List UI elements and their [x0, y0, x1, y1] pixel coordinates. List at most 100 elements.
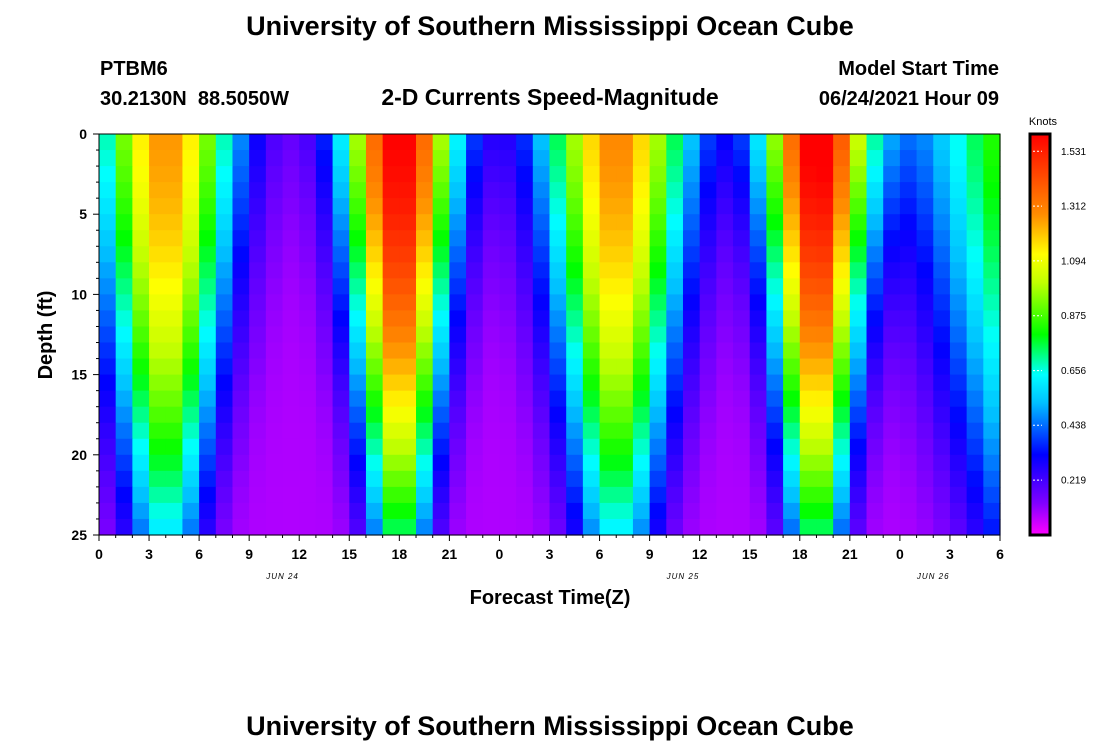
heatmap-cell — [365, 310, 384, 328]
heatmap-cell — [115, 406, 133, 424]
heatmap-cell — [849, 518, 868, 536]
heatmap-cell — [382, 358, 400, 376]
heatmap-cell — [766, 470, 784, 488]
heatmap-cell — [749, 198, 768, 215]
heatmap-cell — [799, 294, 818, 312]
heatmap-cell — [632, 438, 651, 456]
heatmap-cell — [516, 342, 534, 360]
heatmap-cell — [699, 406, 717, 424]
heatmap-cell — [232, 278, 250, 295]
heatmap-cell — [499, 470, 517, 488]
heatmap-cell — [432, 230, 450, 247]
heatmap-cell — [282, 454, 300, 472]
heatmap-cell — [749, 486, 768, 504]
heatmap-cell — [833, 214, 851, 231]
heatmap-cell — [783, 294, 801, 312]
heatmap-cell — [132, 454, 150, 472]
heatmap-cell — [532, 294, 551, 312]
heatmap-cell — [149, 454, 167, 472]
heatmap-cell — [916, 518, 934, 536]
heatmap-cell — [265, 182, 284, 199]
heatmap-cell — [916, 358, 934, 376]
heatmap-cell — [299, 230, 317, 247]
heatmap-cell — [666, 326, 684, 344]
heatmap-cell — [766, 262, 784, 279]
heatmap-cell — [933, 166, 951, 183]
heatmap-cell — [949, 198, 968, 215]
heatmap-cell — [132, 230, 150, 247]
heatmap-cell — [532, 182, 551, 199]
heatmap-cell — [232, 438, 250, 456]
chart-subtitle: 2-D Currents Speed-Magnitude — [381, 84, 718, 110]
heatmap-cell — [315, 422, 334, 440]
heatmap-cell — [332, 326, 350, 344]
heatmap-cell — [816, 294, 834, 312]
heatmap-cell — [215, 326, 234, 344]
heatmap-cell — [566, 246, 584, 263]
heatmap-cell — [699, 134, 717, 151]
heatmap-cell — [482, 230, 501, 247]
heatmap-cell — [933, 134, 951, 151]
heatmap-cell — [499, 406, 517, 424]
heatmap-cell — [265, 342, 284, 360]
heatmap-cell — [599, 166, 617, 183]
heatmap-cell — [516, 294, 534, 312]
heatmap-cell — [783, 198, 801, 215]
heatmap-cell — [616, 326, 634, 344]
heatmap-cell — [249, 406, 267, 424]
heatmap-cell — [165, 214, 184, 231]
heatmap-cell — [899, 310, 918, 328]
heatmap-cell — [582, 518, 601, 536]
heatmap-cell — [766, 198, 784, 215]
heatmap-cell — [499, 182, 517, 199]
heatmap-cell — [566, 230, 584, 247]
heatmap-cell — [282, 502, 300, 520]
y-tick-label: 25 — [71, 527, 87, 543]
heatmap-cell — [449, 166, 467, 183]
heatmap-cell — [132, 262, 150, 279]
heatmap-cell — [933, 406, 951, 424]
heatmap-cell — [99, 294, 117, 312]
heatmap-cell — [599, 438, 617, 456]
heatmap-cell — [899, 246, 918, 263]
heatmap-cell — [99, 214, 117, 231]
colorbar-tick-label: 0.219 — [1061, 476, 1086, 487]
heatmap-cell — [99, 502, 117, 520]
heatmap-cell — [482, 150, 501, 167]
heatmap-cell — [966, 150, 984, 167]
heatmap-cell — [349, 310, 367, 328]
heatmap-cell — [816, 374, 834, 392]
heatmap-cell — [916, 134, 934, 151]
heatmap-cell — [699, 486, 717, 504]
heatmap-cell — [666, 422, 684, 440]
heatmap-cell — [432, 438, 450, 456]
heatmap-cell — [883, 342, 901, 360]
heatmap-cell — [382, 134, 400, 151]
heatmap-cell — [649, 150, 667, 167]
heatmap-cell — [716, 486, 734, 504]
heatmap-cell — [549, 278, 567, 295]
heatmap-cell — [299, 198, 317, 215]
heatmap-cell — [132, 438, 150, 456]
heatmap-cell — [232, 166, 250, 183]
heatmap-cell — [616, 198, 634, 215]
heatmap-cell — [766, 438, 784, 456]
heatmap-cell — [816, 198, 834, 215]
x-tick-label: 21 — [442, 546, 458, 562]
heatmap-cell — [566, 486, 584, 504]
heatmap-cell — [699, 390, 717, 408]
heatmap-cell — [949, 438, 968, 456]
heatmap-cell — [299, 262, 317, 279]
heatmap-cell — [649, 502, 667, 520]
heatmap-cell — [165, 342, 184, 360]
y-tick-label: 5 — [79, 206, 87, 222]
heatmap-cell — [115, 166, 133, 183]
heatmap-cell — [899, 294, 918, 312]
heatmap-cell — [532, 342, 551, 360]
heatmap-cell — [499, 422, 517, 440]
heatmap-cell — [816, 470, 834, 488]
heatmap-cell — [299, 438, 317, 456]
heatmap-cell — [983, 390, 1001, 408]
heatmap-cell — [532, 486, 551, 504]
heatmap-cell — [716, 438, 734, 456]
